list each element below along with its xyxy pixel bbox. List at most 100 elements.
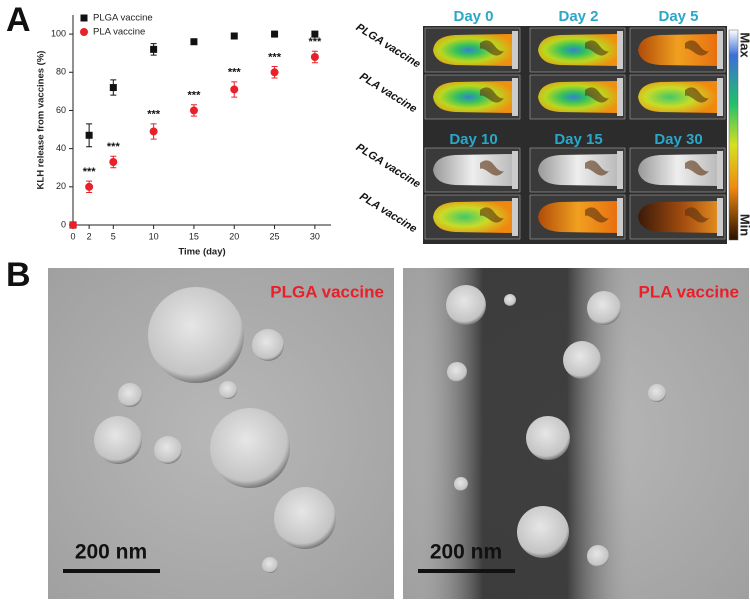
y-tick-label: 0: [61, 219, 66, 229]
marker: [270, 68, 279, 77]
particle: [118, 383, 142, 407]
y-axis-label: KLH release from vaccines (%): [36, 51, 47, 190]
particle: [210, 408, 290, 488]
x-tick-label: 20: [229, 231, 239, 241]
y-tick-label: 60: [56, 105, 66, 115]
y-tick-label: 100: [51, 28, 66, 38]
pellet: [585, 207, 609, 223]
annotation: ***: [228, 67, 242, 79]
x-tick-label: 10: [149, 231, 159, 241]
marker: [189, 106, 198, 115]
row-label: PLGA vaccine: [354, 141, 423, 190]
pellet: [685, 87, 709, 103]
legend-marker: [80, 14, 88, 22]
legend-label: PLA vaccine: [93, 27, 145, 38]
tube: [433, 201, 512, 233]
annotation: ***: [147, 109, 161, 121]
row-label: PLGA vaccine: [354, 21, 423, 70]
day-label: Day 30: [654, 131, 702, 148]
tube: [538, 201, 617, 233]
particle: [454, 477, 468, 491]
particle: [517, 506, 569, 558]
day-label: Day 15: [554, 131, 602, 148]
tube-cap: [717, 151, 723, 189]
marker: [230, 32, 238, 40]
tube-cap: [617, 151, 623, 189]
annotation: ***: [188, 90, 202, 102]
tem-panel: PLGA vaccine 200 nm PLA vaccine 200 nm: [48, 268, 749, 599]
tube: [538, 81, 617, 113]
annotation: ***: [268, 51, 282, 63]
pellet: [480, 160, 504, 176]
tube-cap: [717, 31, 723, 69]
scale-bar: [63, 569, 160, 573]
pellet: [685, 207, 709, 223]
scale-label: 200 nm: [430, 541, 502, 564]
marker: [150, 45, 158, 53]
particle: [274, 487, 336, 549]
tube-cap: [512, 78, 518, 116]
particle: [446, 285, 486, 325]
pellet: [585, 160, 609, 176]
particle: [252, 329, 284, 361]
marker: [69, 221, 77, 229]
y-tick-label: 80: [56, 67, 66, 77]
particle: [563, 341, 601, 379]
scale-bar: [418, 569, 515, 573]
marker: [190, 38, 198, 46]
tube-cap: [512, 198, 518, 236]
particle: [447, 362, 467, 382]
marker: [271, 30, 279, 38]
tube-cap: [617, 198, 623, 236]
x-tick-label: 2: [87, 231, 92, 241]
tube-cap: [617, 31, 623, 69]
tube: [538, 34, 617, 66]
marker: [109, 84, 117, 92]
colorbar-max: Max: [738, 32, 750, 58]
row-label: PLA vaccine: [357, 191, 418, 236]
day-label: Day 10: [449, 131, 497, 148]
marker: [230, 85, 239, 94]
marker: [85, 182, 94, 191]
particle: [648, 384, 666, 402]
annotation: ***: [308, 36, 322, 48]
panel-label: A: [6, 1, 31, 39]
panel-label: B: [6, 256, 31, 294]
annotation: ***: [107, 141, 121, 153]
legend-marker: [80, 28, 88, 36]
tem-label: PLGA vaccine: [270, 282, 384, 301]
scale-label: 200 nm: [75, 541, 147, 564]
pellet: [480, 87, 504, 103]
tube: [638, 201, 717, 233]
legend-label: PLGA vaccine: [93, 13, 153, 24]
particle: [587, 545, 609, 567]
x-tick-label: 15: [189, 231, 199, 241]
tube: [638, 81, 717, 113]
tube: [638, 154, 717, 186]
y-tick-label: 40: [56, 143, 66, 153]
tube: [538, 154, 617, 186]
particle: [587, 291, 621, 325]
x-tick-label: 0: [70, 231, 75, 241]
x-axis-label: Time (day): [178, 247, 225, 258]
marker: [149, 127, 158, 136]
tube-cap: [512, 31, 518, 69]
day-label: Day 0: [453, 8, 493, 25]
tube-cap: [717, 78, 723, 116]
row-label: PLA vaccine: [357, 71, 418, 116]
pellet: [585, 87, 609, 103]
colorbar-min: Min: [738, 214, 750, 236]
marker: [311, 30, 319, 38]
marker: [109, 158, 118, 166]
particle: [504, 294, 516, 306]
particle: [219, 381, 237, 399]
particle: [262, 557, 278, 573]
x-tick-label: 25: [270, 231, 280, 241]
annotation: ***: [83, 166, 97, 178]
tube: [433, 81, 512, 113]
marker: [310, 53, 319, 61]
day-label: Day 5: [658, 8, 698, 25]
pellet: [585, 40, 609, 56]
tube: [433, 34, 512, 66]
